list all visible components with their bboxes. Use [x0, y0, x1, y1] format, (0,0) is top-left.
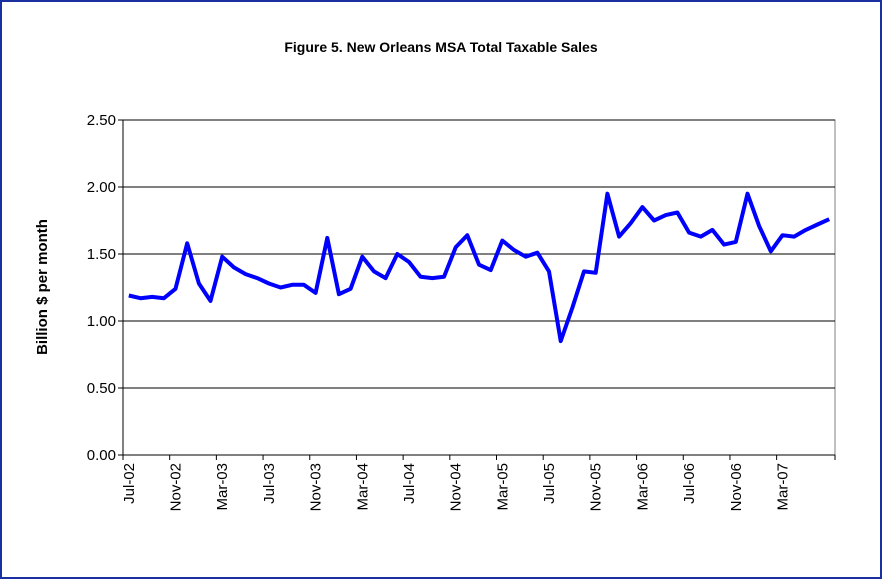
y-tick-label: 0.00	[87, 447, 116, 464]
x-tick-label: Jul-05	[541, 463, 558, 504]
x-tick-label: Nov-05	[588, 463, 605, 511]
x-tick-label: Mar-05	[494, 463, 511, 511]
x-tick-label: Nov-03	[308, 463, 325, 511]
x-tick-label: Mar-03	[214, 463, 231, 511]
plot-area	[122, 119, 836, 456]
x-tick-label: Mar-06	[634, 463, 651, 511]
x-tick-label: Jul-06	[681, 463, 698, 504]
x-tick-label: Nov-02	[168, 463, 185, 511]
data-line	[128, 191, 831, 344]
x-tick-label: Mar-07	[774, 463, 791, 511]
x-tick-label: Jul-02	[121, 463, 138, 504]
chart-title: Figure 5. New Orleans MSA Total Taxable …	[284, 39, 597, 55]
x-tick-label: Jul-03	[261, 463, 278, 504]
y-tick-label: 0.50	[87, 380, 116, 397]
y-tick-label: 2.00	[87, 179, 116, 196]
y-axis-label: Billion $ per month	[34, 219, 51, 355]
x-tick-label: Jul-04	[401, 463, 418, 504]
x-tick-label: Mar-04	[354, 463, 371, 511]
y-tick-label: 1.50	[87, 246, 116, 263]
y-tick-label: 2.50	[87, 112, 116, 129]
x-tick-label: Nov-04	[448, 463, 465, 511]
y-tick-label: 1.00	[87, 313, 116, 330]
x-tick-label: Nov-06	[728, 463, 745, 511]
